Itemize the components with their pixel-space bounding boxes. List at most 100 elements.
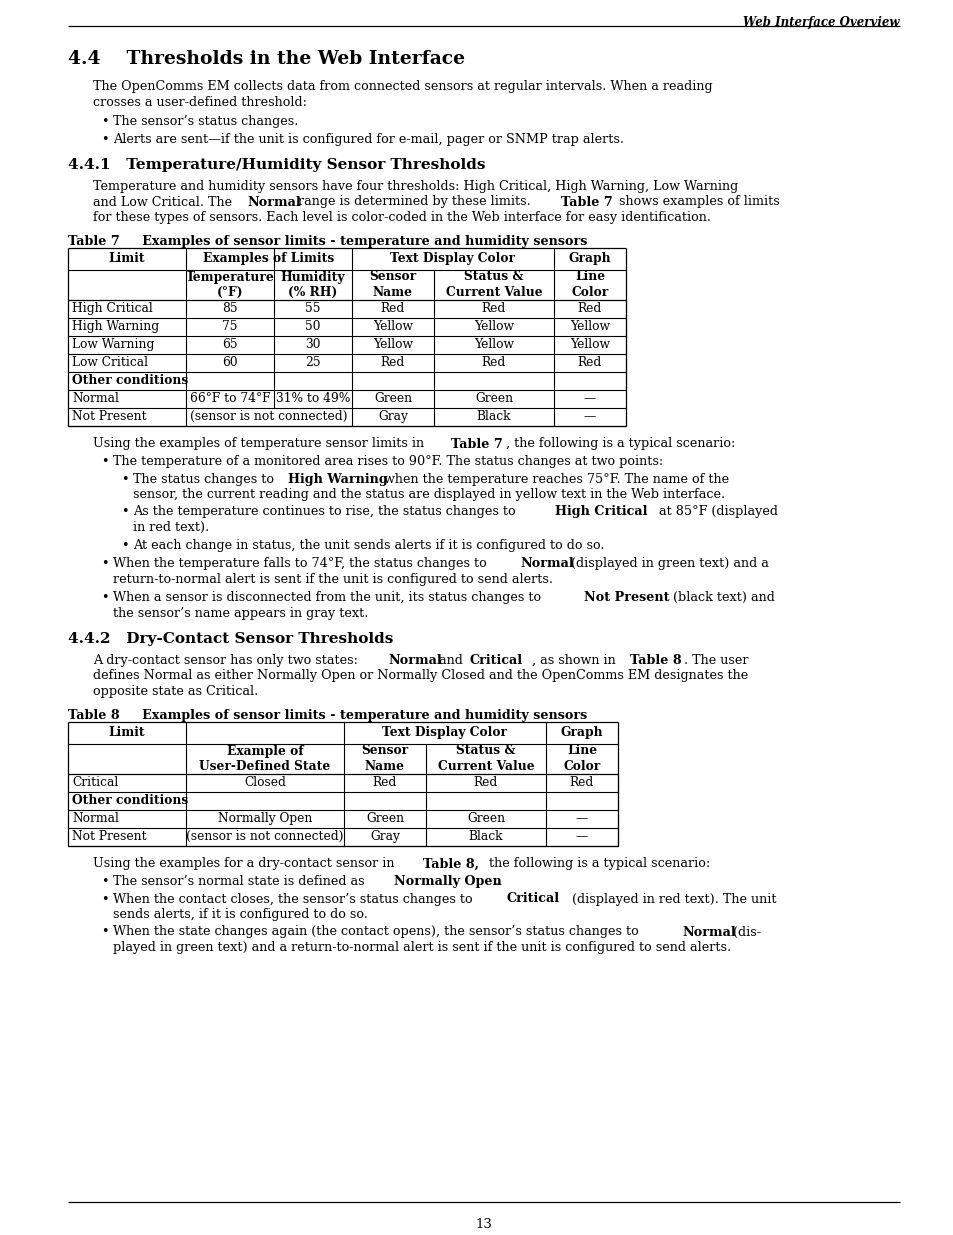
Text: Black: Black xyxy=(468,830,503,844)
Text: The OpenComms EM collects data from connected sensors at regular intervals. When: The OpenComms EM collects data from conn… xyxy=(92,80,712,93)
Text: Table 7     Examples of sensor limits - temperature and humidity sensors: Table 7 Examples of sensor limits - temp… xyxy=(68,235,587,247)
Text: —: — xyxy=(576,811,587,825)
Text: Line
Color: Line Color xyxy=(563,745,600,773)
Text: 85: 85 xyxy=(222,303,237,315)
Text: High Warning: High Warning xyxy=(287,473,387,485)
Text: Normally Open: Normally Open xyxy=(394,876,501,888)
Text: Normal: Normal xyxy=(71,811,119,825)
Text: 13: 13 xyxy=(475,1218,492,1231)
Text: Status &
Current Value: Status & Current Value xyxy=(437,745,534,773)
Text: Other conditions: Other conditions xyxy=(71,794,188,806)
Text: •: • xyxy=(101,876,109,888)
Text: opposite state as Critical.: opposite state as Critical. xyxy=(92,685,258,698)
Text: Limit: Limit xyxy=(109,726,145,739)
Text: (sensor is not connected): (sensor is not connected) xyxy=(190,410,348,424)
Text: Web Interface Overview: Web Interface Overview xyxy=(742,16,899,28)
Text: Yellow: Yellow xyxy=(474,338,514,351)
Text: Yellow: Yellow xyxy=(569,320,609,333)
Text: •: • xyxy=(101,454,109,468)
Text: Line
Color: Line Color xyxy=(571,270,608,299)
Text: The status changes to: The status changes to xyxy=(132,473,277,485)
Text: The temperature of a monitored area rises to 90°F. The status changes at two poi: The temperature of a monitored area rise… xyxy=(112,454,662,468)
Text: Yellow: Yellow xyxy=(569,338,609,351)
Text: •: • xyxy=(101,592,109,604)
Text: Normal: Normal xyxy=(681,925,735,939)
Text: 75: 75 xyxy=(222,320,237,333)
Text: Table 8: Table 8 xyxy=(629,655,680,667)
Text: A dry-contact sensor has only two states:: A dry-contact sensor has only two states… xyxy=(92,655,361,667)
Text: at 85°F (displayed: at 85°F (displayed xyxy=(655,505,778,519)
Text: .: . xyxy=(494,876,498,888)
Text: •: • xyxy=(101,925,109,939)
Text: Using the examples for a dry-contact sensor in: Using the examples for a dry-contact sen… xyxy=(92,857,398,871)
Text: 55: 55 xyxy=(305,303,320,315)
Text: range is determined by these limits.: range is determined by these limits. xyxy=(294,195,535,209)
Text: Green: Green xyxy=(466,811,504,825)
Text: Normal: Normal xyxy=(248,195,301,209)
Text: •: • xyxy=(101,557,109,571)
Text: The sensor’s status changes.: The sensor’s status changes. xyxy=(112,115,298,128)
Text: in red text).: in red text). xyxy=(132,521,209,534)
Text: 4.4.1   Temperature/Humidity Sensor Thresholds: 4.4.1 Temperature/Humidity Sensor Thresh… xyxy=(68,158,485,172)
Text: •: • xyxy=(101,893,109,905)
Text: Critical: Critical xyxy=(469,655,522,667)
Text: Text Display Color: Text Display Color xyxy=(382,726,507,739)
Text: Red: Red xyxy=(380,356,405,369)
Text: Sensor
Name: Sensor Name xyxy=(369,270,416,299)
Text: High Critical: High Critical xyxy=(554,505,646,519)
Text: •: • xyxy=(121,473,129,485)
Text: When a sensor is disconnected from the unit, its status changes to: When a sensor is disconnected from the u… xyxy=(112,592,544,604)
Text: and Low Critical. The: and Low Critical. The xyxy=(92,195,236,209)
Text: (dis-: (dis- xyxy=(728,925,760,939)
Text: Yellow: Yellow xyxy=(373,338,413,351)
Text: , as shown in: , as shown in xyxy=(531,655,618,667)
Text: Limit: Limit xyxy=(109,252,145,266)
Text: Not Present: Not Present xyxy=(71,830,147,844)
Text: At each change in status, the unit sends alerts if it is configured to do so.: At each change in status, the unit sends… xyxy=(132,538,604,552)
Text: Closed: Closed xyxy=(244,776,286,789)
Text: Other conditions: Other conditions xyxy=(71,374,188,387)
Text: Table 8,: Table 8, xyxy=(423,857,478,871)
Text: return-to-normal alert is sent if the unit is configured to send alerts.: return-to-normal alert is sent if the un… xyxy=(112,573,553,585)
Text: Red: Red xyxy=(569,776,594,789)
Text: Red: Red xyxy=(578,356,601,369)
Text: 30: 30 xyxy=(305,338,320,351)
Text: Temperature and humidity sensors have four thresholds: High Critical, High Warni: Temperature and humidity sensors have fo… xyxy=(92,180,738,193)
Text: . The user: . The user xyxy=(683,655,748,667)
Text: Critical: Critical xyxy=(506,893,559,905)
Text: Black: Black xyxy=(476,410,511,424)
Text: 4.4.2   Dry-Contact Sensor Thresholds: 4.4.2 Dry-Contact Sensor Thresholds xyxy=(68,632,393,646)
Text: (displayed in green text) and a: (displayed in green text) and a xyxy=(566,557,768,571)
Text: Critical: Critical xyxy=(71,776,118,789)
Text: Temperature
(°F): Temperature (°F) xyxy=(186,270,274,299)
Text: When the contact closes, the sensor’s status changes to: When the contact closes, the sensor’s st… xyxy=(112,893,476,905)
Text: Red: Red xyxy=(474,776,497,789)
Text: when the temperature reaches 75°F. The name of the: when the temperature reaches 75°F. The n… xyxy=(380,473,729,485)
Text: Green: Green xyxy=(374,391,412,405)
Text: 65: 65 xyxy=(222,338,237,351)
Text: High Warning: High Warning xyxy=(71,320,159,333)
Text: When the temperature falls to 74°F, the status changes to: When the temperature falls to 74°F, the … xyxy=(112,557,490,571)
Text: 4.4    Thresholds in the Web Interface: 4.4 Thresholds in the Web Interface xyxy=(68,49,464,68)
Text: Sensor
Name: Sensor Name xyxy=(361,745,408,773)
Text: Low Critical: Low Critical xyxy=(71,356,148,369)
Text: Not Present: Not Present xyxy=(71,410,147,424)
Text: Gray: Gray xyxy=(370,830,399,844)
Text: 66°F to 74°F: 66°F to 74°F xyxy=(190,391,270,405)
Text: Status &
Current Value: Status & Current Value xyxy=(445,270,541,299)
Text: Yellow: Yellow xyxy=(373,320,413,333)
Text: Graph: Graph xyxy=(560,726,602,739)
Text: •: • xyxy=(121,538,129,552)
Text: Normal: Normal xyxy=(388,655,441,667)
Text: defines Normal as either Normally Open or Normally Closed and the OpenComms EM d: defines Normal as either Normally Open o… xyxy=(92,669,747,683)
Text: Table 7: Table 7 xyxy=(451,437,502,451)
Text: for these types of sensors. Each level is color-coded in the Web interface for e: for these types of sensors. Each level i… xyxy=(92,211,710,224)
Text: —: — xyxy=(576,830,587,844)
Text: Green: Green xyxy=(475,391,513,405)
Text: Red: Red xyxy=(380,303,405,315)
Text: sensor, the current reading and the status are displayed in yellow text in the W: sensor, the current reading and the stat… xyxy=(132,488,724,501)
Text: The sensor’s normal state is defined as: The sensor’s normal state is defined as xyxy=(112,876,368,888)
Text: As the temperature continues to rise, the status changes to: As the temperature continues to rise, th… xyxy=(132,505,519,519)
Text: (sensor is not connected): (sensor is not connected) xyxy=(186,830,343,844)
Text: Gray: Gray xyxy=(377,410,408,424)
